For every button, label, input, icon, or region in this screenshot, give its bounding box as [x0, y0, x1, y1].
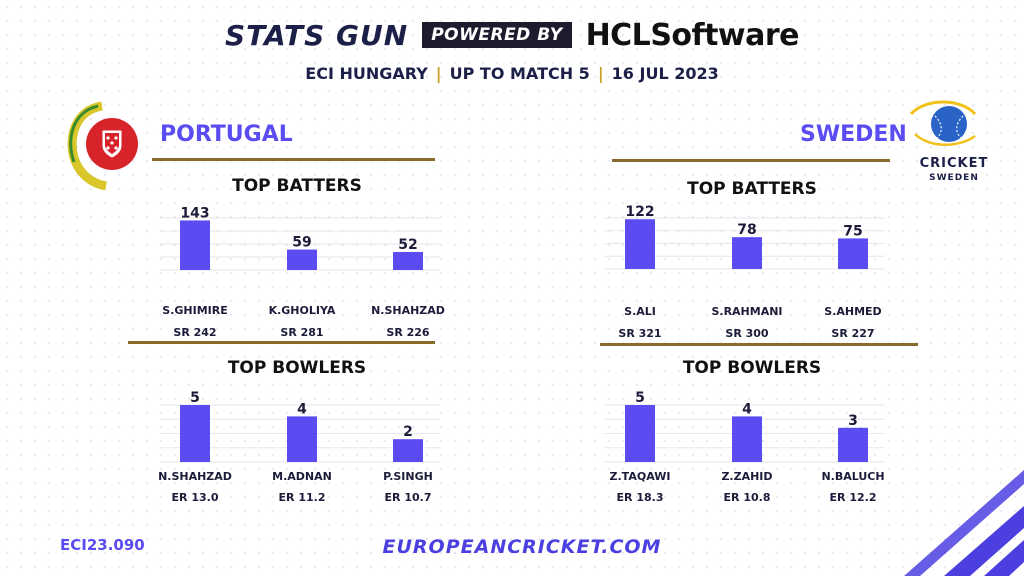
brand-line: STATS GUN POWERED BY HCLSoftware	[0, 14, 1024, 56]
subtitle-separator: |	[597, 64, 604, 83]
data-label: 4	[742, 401, 752, 417]
portugal-header-rule	[152, 158, 435, 161]
data-label: 78	[737, 222, 756, 238]
subtitle-scope: UP TO MATCH 5	[449, 64, 590, 83]
category-label: N.BALUCH	[821, 470, 884, 483]
stat-sublabel: ER 12.2	[830, 491, 877, 504]
portugal-cricket-federation-crest-icon	[67, 101, 138, 190]
bar	[732, 416, 762, 462]
bar	[625, 405, 655, 462]
data-label: 3	[848, 413, 858, 429]
portugal-bowlers-title: TOP BOWLERS	[227, 358, 367, 378]
data-label: 5	[190, 390, 200, 406]
category-label: S.ALI	[624, 305, 656, 318]
portugal-top-bowlers-chart: 5 N.SHAHZAD ER 13.0 4 M.ADNAN ER 11.2 2 P.SINGH…	[158, 390, 440, 504]
category-label: S.GHIMIRE	[162, 304, 227, 317]
data-label: 143	[180, 205, 209, 221]
cricket-sweden-subtext: SWEDEN	[929, 173, 979, 183]
sponsor-logo: HCLSoftware	[585, 17, 800, 53]
stat-sublabel: ER 11.2	[279, 491, 326, 504]
data-label: 122	[625, 204, 654, 220]
bar	[287, 249, 317, 270]
website-link[interactable]: EUROPEANCRICKET.COM	[382, 536, 662, 558]
stat-sublabel: SR 300	[725, 327, 769, 340]
sponsor-prefix: HCL	[585, 17, 651, 53]
data-label: 59	[292, 235, 311, 251]
stat-sublabel: SR 226	[386, 326, 430, 339]
category-label: Z.ZAHID	[721, 470, 772, 483]
category-label: S.RAHMANI	[711, 305, 782, 318]
stat-sublabel: SR 227	[831, 327, 874, 340]
sweden-section-divider	[600, 343, 918, 346]
stat-sublabel: ER 13.0	[172, 491, 219, 504]
stat-sublabel: ER 10.8	[724, 491, 771, 504]
bar	[625, 219, 655, 269]
header: STATS GUN POWERED BY HCLSoftware ECI HUN…	[0, 14, 1024, 84]
bar	[732, 237, 762, 269]
sweden-top-bowlers-chart: 5 Z.TAQAWI ER 18.3 4 Z.ZAHID ER 10.8 3 N.BALUCH…	[605, 390, 885, 504]
category-label: M.ADNAN	[272, 470, 332, 483]
brand-title: STATS GUN	[224, 18, 409, 52]
data-label: 52	[398, 237, 417, 253]
data-label: 75	[843, 223, 862, 239]
data-label: 4	[297, 401, 307, 417]
cricket-sweden-logo-icon	[909, 100, 977, 146]
bar	[838, 238, 868, 269]
bar	[180, 405, 210, 462]
graphic-code: ECI23.090	[60, 536, 145, 554]
sweden-header-rule	[612, 159, 890, 162]
bar	[393, 439, 423, 462]
sweden-top-batters-chart: 122 S.ALI SR 321 78 S.RAHMANI SR 300 75 S.AHMED…	[605, 204, 885, 340]
category-label: S.AHMED	[824, 305, 881, 318]
sweden-batters-title: TOP BATTERS	[687, 179, 817, 199]
cricket-sweden-text: CRICKET	[919, 156, 989, 171]
bar	[838, 427, 868, 462]
stat-sublabel: ER 18.3	[617, 491, 664, 504]
category-label: K.GHOLIYA	[269, 304, 336, 317]
bar	[180, 220, 210, 270]
bar	[287, 416, 317, 462]
subtitle-date: 16 JUL 2023	[611, 64, 719, 83]
data-label: 2	[403, 424, 413, 440]
team-name-sweden: SWEDEN	[800, 122, 907, 147]
data-label: 5	[635, 390, 645, 406]
bar	[393, 251, 423, 270]
stat-sublabel: SR 321	[618, 327, 661, 340]
category-label: N.SHAHZAD	[371, 304, 445, 317]
decorative-stripes	[904, 470, 1024, 576]
powered-by-badge: POWERED BY	[422, 22, 572, 48]
stat-sublabel: ER 10.7	[385, 491, 432, 504]
team-name-portugal: PORTUGAL	[160, 122, 293, 147]
sponsor-suffix: Software	[650, 17, 800, 53]
sweden-bowlers-title: TOP BOWLERS	[682, 358, 822, 378]
portugal-top-batters-chart: 143 S.GHIMIRE SR 242 59 K.GHOLIYA SR 281 52 N.S…	[160, 205, 445, 339]
stat-sublabel: SR 242	[173, 326, 216, 339]
category-label: Z.TAQAWI	[610, 470, 671, 483]
portugal-section-divider	[128, 341, 435, 344]
subtitle-event: ECI HUNGARY	[305, 64, 428, 83]
category-label: P.SINGH	[383, 470, 433, 483]
portugal-batters-title: TOP BATTERS	[232, 176, 362, 196]
subtitle: ECI HUNGARY | UP TO MATCH 5 | 16 JUL 202…	[0, 64, 1024, 83]
subtitle-separator: |	[435, 64, 442, 83]
stat-sublabel: SR 281	[280, 326, 323, 339]
category-label: N.SHAHZAD	[158, 470, 232, 483]
